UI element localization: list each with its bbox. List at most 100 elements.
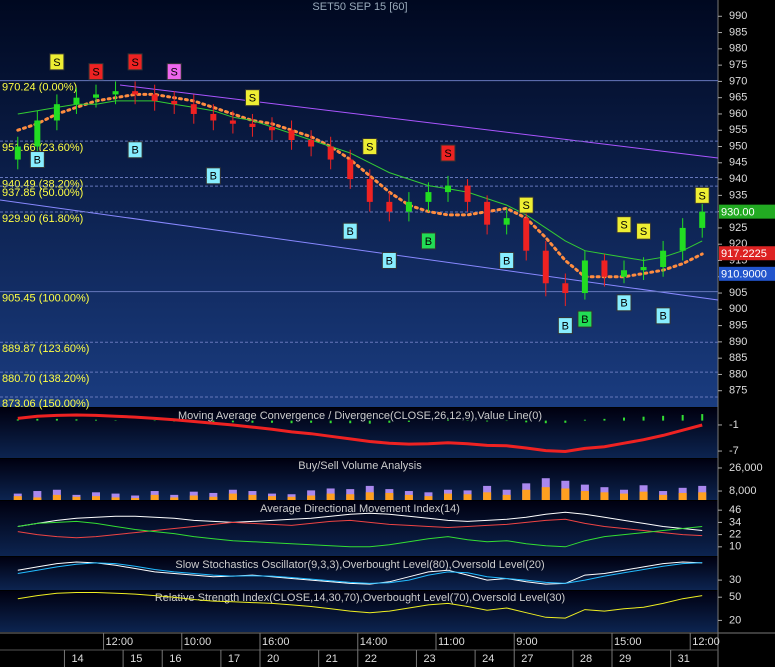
- volume-buy: [620, 493, 628, 500]
- y-tick-label: 8,000: [729, 485, 757, 497]
- fib-label: 905.45 (100.00%): [2, 292, 89, 304]
- x-tick-label: 29: [619, 653, 631, 665]
- x-tick-label: 16: [169, 653, 181, 665]
- x-tick-label: 12:00: [692, 636, 720, 648]
- signal-label: S: [131, 57, 138, 69]
- volume-buy: [385, 492, 394, 500]
- y-tick-label: 20: [729, 614, 741, 626]
- y-tick-label: 10: [729, 541, 741, 553]
- signal-box: [88, 63, 104, 81]
- panel-title: Average Directional Movement Index(14): [260, 503, 460, 515]
- volume-sell: [307, 490, 316, 500]
- volume-buy: [189, 495, 198, 500]
- candle-body: [210, 113, 217, 121]
- signal-box: [420, 232, 436, 250]
- volume-buy: [170, 497, 179, 500]
- signal-box: [205, 167, 221, 185]
- candle-body: [621, 270, 627, 277]
- x-tick-label: 9:00: [516, 636, 537, 648]
- volume-buy: [698, 492, 707, 500]
- signal-label: B: [210, 171, 217, 183]
- macd-hist: [251, 420, 254, 423]
- macd-hist: [271, 420, 273, 423]
- signal-box: [616, 294, 632, 312]
- y-tick-label: 22: [729, 529, 741, 541]
- y-tick-label: 885: [729, 352, 747, 364]
- macd-hist: [310, 420, 313, 423]
- signal-box: [127, 141, 143, 159]
- signal-box: [557, 317, 573, 335]
- chart-title: SET50 SEP 15 [60]: [312, 1, 407, 13]
- signal-box: [244, 89, 260, 107]
- volume-buy: [600, 492, 609, 500]
- signal-box: [166, 63, 182, 81]
- volume-sell: [209, 492, 218, 500]
- price-tag: [719, 246, 775, 261]
- panel-title: Slow Stochastics Oscillator(9,3,3),Overb…: [175, 559, 544, 571]
- signal-label: B: [34, 154, 41, 166]
- volume-sell: [33, 491, 42, 500]
- y-tick-label: 965: [729, 92, 747, 104]
- indicator-line: [17, 562, 703, 584]
- macd-hist: [662, 415, 665, 421]
- volume-sell: [131, 495, 140, 500]
- candle-body: [484, 201, 491, 225]
- volume-buy: [326, 493, 335, 500]
- y-tick-label: 34: [729, 516, 741, 528]
- y-tick-label: 890: [729, 336, 747, 348]
- signal-label: S: [620, 220, 627, 232]
- candle-body: [53, 104, 60, 121]
- macd-hist: [95, 419, 97, 421]
- candle-body: [190, 104, 197, 114]
- x-tick-label: 15: [130, 653, 142, 665]
- macd-hist: [642, 416, 645, 421]
- signal-label: B: [503, 255, 510, 267]
- volume-buy: [424, 496, 433, 500]
- volume-buy: [287, 496, 296, 500]
- x-tick-label: 23: [423, 653, 435, 665]
- volume-buy: [444, 493, 452, 500]
- candle-body: [366, 179, 373, 202]
- y-tick-label: 925: [729, 222, 747, 234]
- volume-buy: [463, 494, 472, 500]
- volume-buy: [13, 496, 22, 500]
- signal-label: S: [53, 57, 60, 69]
- candle-body: [464, 185, 471, 202]
- fib-label: 929.90 (61.80%): [2, 213, 83, 225]
- macd-hist: [349, 420, 352, 424]
- volume-buy: [111, 497, 120, 500]
- signal-box: [636, 222, 652, 240]
- price-tag-label: 910.9000: [721, 269, 767, 281]
- signal-label: B: [425, 236, 432, 248]
- price-tag: [719, 204, 775, 219]
- y-tick-label: 875: [729, 385, 747, 397]
- fib-label: 970.24 (0.00%): [2, 82, 77, 94]
- candle-body: [327, 146, 334, 160]
- volume-buy: [678, 492, 687, 500]
- signal-label: S: [249, 93, 256, 105]
- y-tick-label: 985: [729, 26, 747, 38]
- signal-box: [29, 151, 45, 169]
- volume-buy: [307, 495, 316, 500]
- signal-label: B: [581, 314, 588, 326]
- volume-buy: [483, 492, 492, 500]
- candle-body: [132, 91, 139, 95]
- y-tick-label: 30: [729, 574, 741, 586]
- candle-body: [288, 130, 295, 141]
- y-tick-label: 50: [729, 591, 741, 603]
- fib-label: 940.49 (38.20%): [2, 178, 83, 190]
- signal-label: S: [699, 190, 706, 202]
- panel-title: Moving Average Convergence / Divergence(…: [178, 410, 542, 422]
- candle-body: [405, 201, 412, 212]
- indicator-line: [17, 518, 703, 539]
- y-tick-label: 935: [729, 189, 747, 201]
- y-tick-label: 26,000: [729, 462, 763, 474]
- volume-buy: [502, 494, 511, 500]
- y-tick-label: 960: [729, 108, 747, 120]
- signal-label: B: [347, 226, 354, 238]
- y-tick-label: 975: [729, 59, 747, 71]
- x-tick-label: 14:00: [360, 636, 388, 648]
- x-tick-label: 10:00: [184, 636, 212, 648]
